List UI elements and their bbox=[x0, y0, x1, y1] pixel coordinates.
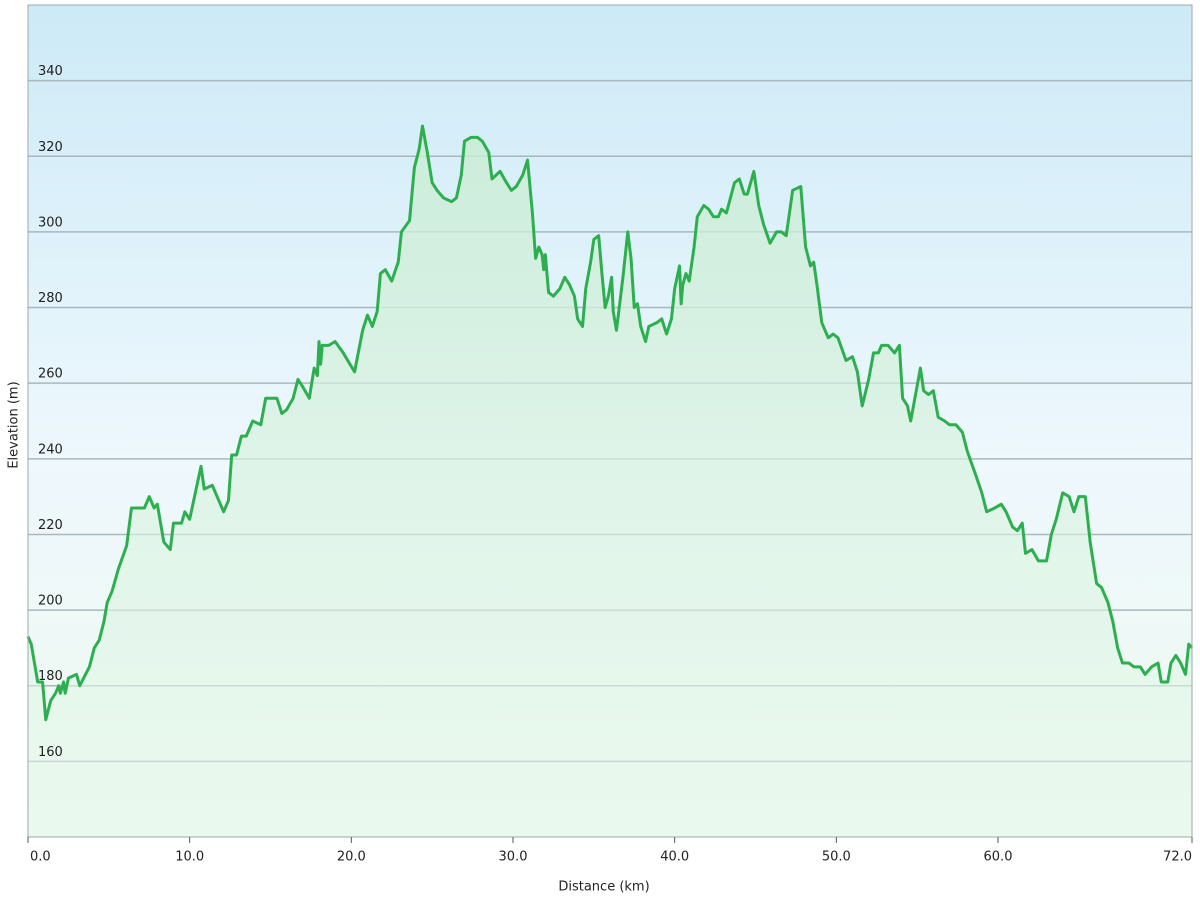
area bbox=[28, 126, 1192, 837]
x-tick-label: 30.0 bbox=[499, 850, 528, 865]
x-tick-label: 60.0 bbox=[984, 850, 1013, 865]
x-tick-label: 20.0 bbox=[337, 850, 366, 865]
y-tick-label: 260 bbox=[38, 367, 63, 382]
y-tick-label: 320 bbox=[38, 140, 63, 155]
y-tick-label: 340 bbox=[38, 64, 63, 79]
x-axis-label: Distance (km) bbox=[558, 880, 649, 895]
plot-frame bbox=[27, 4, 1193, 838]
y-tick-label: 240 bbox=[38, 442, 63, 457]
y-tick-label: 300 bbox=[38, 215, 63, 230]
y-tick-label: 180 bbox=[38, 669, 63, 684]
y-tick-label: 280 bbox=[38, 291, 63, 306]
y-axis-label: Elevation (m) bbox=[7, 381, 22, 468]
x-tick-label: 40.0 bbox=[660, 850, 689, 865]
x-tick-label: 0.0 bbox=[30, 850, 51, 865]
y-tick-label: 160 bbox=[38, 745, 63, 760]
x-tick-label: 72.0 bbox=[1163, 850, 1192, 865]
x-tick-label: 10.0 bbox=[175, 850, 204, 865]
x-tick-label: 50.0 bbox=[822, 850, 851, 865]
elevation-line bbox=[26, 124, 1194, 722]
y-tick-label: 200 bbox=[38, 594, 63, 609]
y-tick-label: 220 bbox=[38, 518, 63, 533]
